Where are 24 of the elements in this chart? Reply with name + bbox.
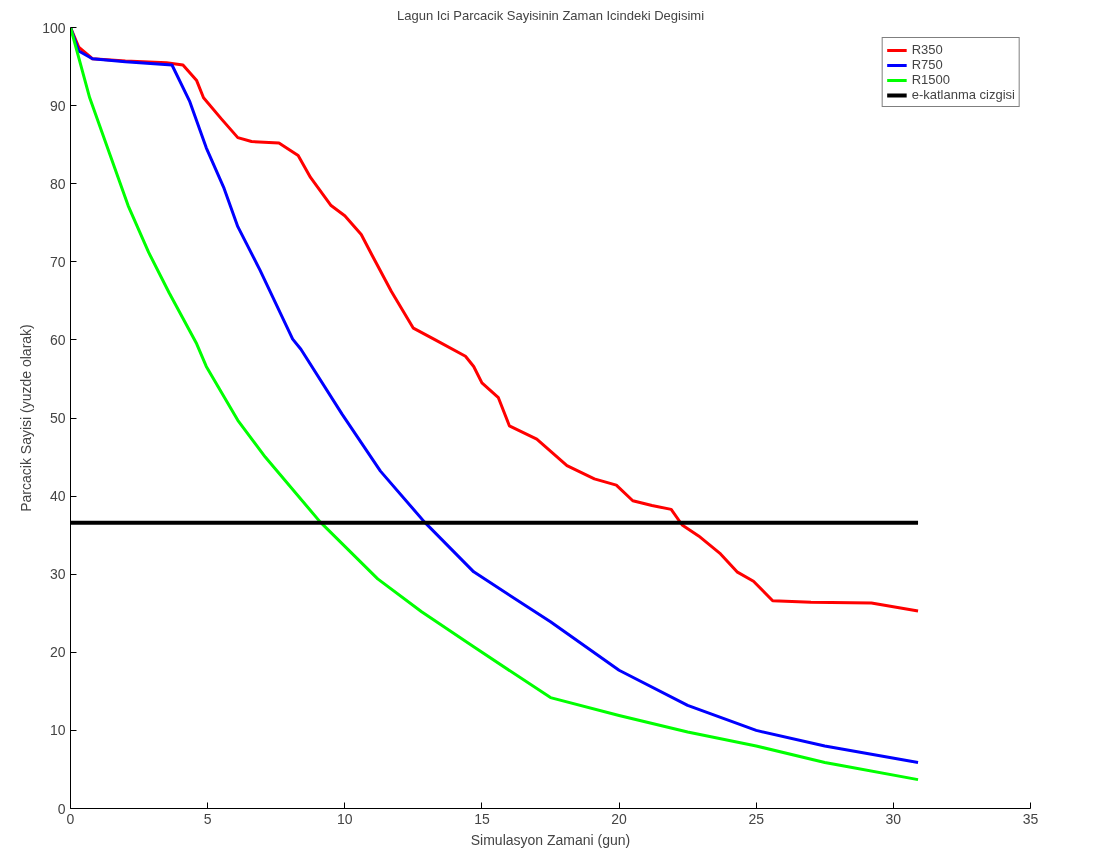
y-tick-label: 60	[49, 331, 66, 348]
x-tick-label: 35	[1022, 810, 1039, 827]
x-tick-label: 5	[203, 810, 212, 827]
y-tick-label: 70	[49, 253, 66, 270]
x-tick-label: 30	[885, 810, 902, 827]
y-axis-title: Parcacik Sayisi (yuzde olarak)	[18, 324, 35, 512]
y-tick-label: 80	[49, 175, 66, 192]
legend-label: e-katlanma cizgisi	[911, 87, 1015, 102]
y-tick-label: 20	[49, 644, 66, 661]
x-tick-label: 25	[748, 810, 765, 827]
x-axis-title: Simulasyon Zamani (gun)	[470, 831, 631, 848]
x-tick-label: 10	[337, 810, 353, 827]
y-tick-label: 90	[49, 97, 66, 114]
x-tick-label: 15	[474, 810, 490, 827]
y-tick-label: 40	[49, 488, 66, 505]
legend-label: R350	[911, 42, 943, 57]
x-tick-label: 20	[611, 810, 628, 827]
y-tick-label: 50	[49, 410, 66, 426]
y-tick-label: 100	[42, 19, 66, 36]
legend-label: R750	[911, 57, 943, 72]
chart-title: Lagun Ici Parcacik Sayisinin Zaman Icindeki Degisimi	[396, 7, 705, 23]
y-tick-label: 10	[49, 722, 66, 739]
y-tick-label: 30	[49, 566, 66, 583]
legend-label: R1500	[911, 72, 950, 87]
